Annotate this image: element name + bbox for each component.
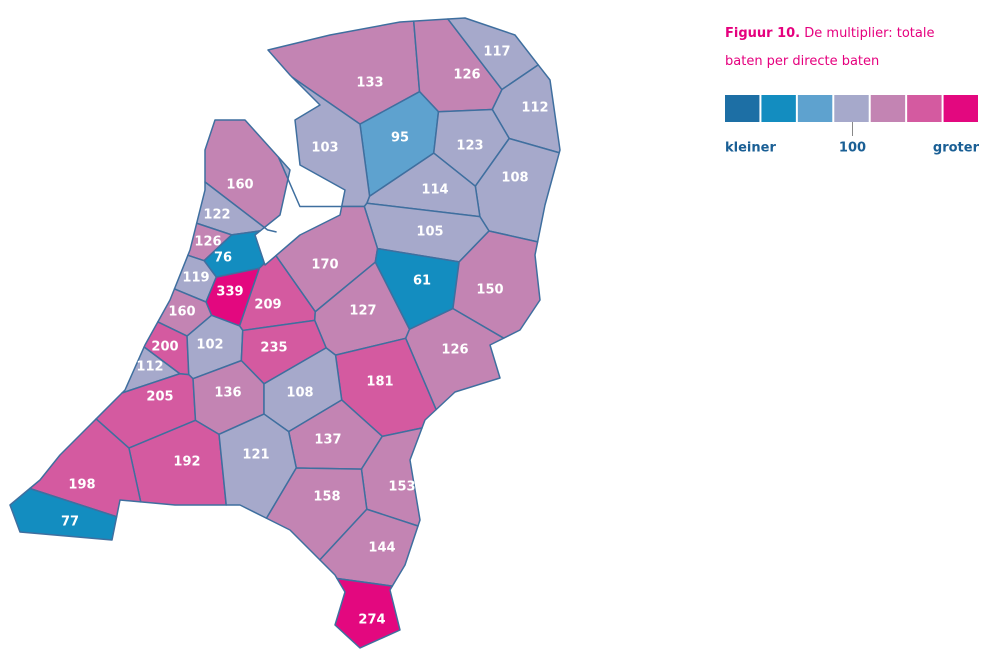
region <box>447 17 540 91</box>
region-label: 126 <box>194 235 221 250</box>
region-label: 112 <box>136 360 163 375</box>
legend-swatch <box>797 95 833 122</box>
region <box>218 413 298 520</box>
legend-swatch <box>870 95 906 122</box>
region <box>319 508 419 587</box>
region-label: 153 <box>388 480 415 495</box>
region <box>9 487 118 541</box>
region-label: 192 <box>173 455 200 470</box>
legend-swatch <box>761 95 796 122</box>
region-label: 133 <box>356 76 383 91</box>
title-text: De multiplier: totale baten per directe … <box>725 26 935 69</box>
region-label: 95 <box>391 131 409 146</box>
region-label: 126 <box>453 68 480 83</box>
region-label: 235 <box>260 341 287 356</box>
region-label: 274 <box>358 613 385 628</box>
region-label: 200 <box>151 340 178 355</box>
region-label: 77 <box>61 515 79 530</box>
region <box>334 577 401 649</box>
region-label: 119 <box>182 271 209 286</box>
region-label: 144 <box>368 541 395 556</box>
legend-swatch <box>907 95 942 122</box>
region-label: 114 <box>421 183 448 198</box>
region-label: 150 <box>476 283 503 298</box>
region-label: 112 <box>521 101 548 116</box>
legend-swatch <box>834 95 869 122</box>
region-label: 127 <box>349 304 376 319</box>
region-label: 205 <box>146 390 173 405</box>
region-label: 198 <box>68 478 95 493</box>
region-label: 103 <box>311 141 338 156</box>
region-label: 209 <box>254 298 281 313</box>
region-label: 126 <box>441 343 468 358</box>
region-label: 158 <box>313 490 340 505</box>
region-label: 137 <box>314 433 341 448</box>
region-label: 105 <box>416 225 443 240</box>
region-label: 339 <box>216 285 243 300</box>
title-prefix: Figuur 10. <box>725 26 801 41</box>
legend-label: kleiner <box>725 141 776 156</box>
region <box>29 418 142 518</box>
figure-title: Figuur 10. De multiplier: totale baten p… <box>725 20 960 76</box>
region-label: 160 <box>226 178 253 193</box>
legend-swatch <box>725 95 760 122</box>
region-label: 170 <box>311 258 338 273</box>
region-label: 136 <box>214 386 241 401</box>
region-label: 61 <box>413 274 431 289</box>
region-label: 76 <box>214 251 232 266</box>
region <box>204 119 289 233</box>
region-label: 181 <box>366 375 393 390</box>
region-label: 108 <box>501 171 528 186</box>
region-label: 122 <box>203 208 230 223</box>
region-label: 102 <box>196 338 223 353</box>
region-label: 160 <box>168 305 195 320</box>
legend-label: groter <box>933 141 980 156</box>
region-label: 108 <box>286 386 313 401</box>
region-label: 121 <box>242 448 269 463</box>
region-label: 123 <box>456 139 483 154</box>
region-label: 117 <box>483 45 510 60</box>
legend-label: 100 <box>839 141 866 156</box>
legend-swatch <box>943 95 978 122</box>
